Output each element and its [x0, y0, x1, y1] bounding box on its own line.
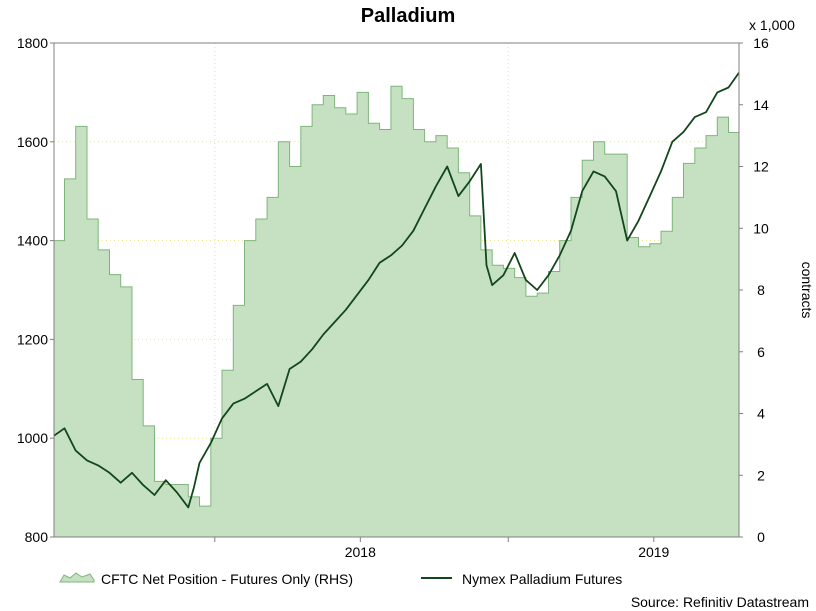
cftc-area-series [53, 85, 740, 538]
right-tick-label: 2 [757, 467, 765, 483]
left-tick-label: 1400 [17, 233, 48, 249]
chart-title: Palladium [361, 5, 455, 27]
x-tick-label: 2018 [345, 544, 376, 560]
legend-cftc-label: CFTC Net Position - Futures Only (RHS) [101, 571, 353, 587]
right-tick-label: 14 [753, 97, 769, 113]
cftc-area [53, 85, 740, 538]
legend-palladium-label: Nymex Palladium Futures [462, 571, 622, 587]
right-tick-label: 4 [757, 406, 765, 422]
right-tick-label: 10 [753, 220, 769, 236]
right-tick-label: 12 [753, 159, 769, 175]
legend-area-swatch-icon [59, 572, 95, 583]
left-axis: 800 1000 1200 1400 1600 1800 [17, 35, 54, 545]
left-tick-label: 1600 [17, 134, 48, 150]
palladium-line-series [53, 72, 740, 509]
left-tick-label: 1000 [17, 430, 48, 446]
left-tick-label: 1800 [17, 35, 48, 51]
right-tick-label: 8 [757, 282, 765, 298]
right-axis: 0 2 4 6 8 10 12 14 16 [739, 35, 769, 545]
x-tick-label: 2019 [638, 544, 669, 560]
right-axis-label: contracts [799, 262, 815, 319]
right-axis-multiplier: x 1,000 [749, 17, 795, 33]
left-tick-label: 800 [25, 529, 49, 545]
source-note: Source: Refinitiv Datastream [631, 594, 809, 610]
left-tick-label: 1200 [17, 331, 48, 347]
right-tick-label: 0 [757, 529, 765, 545]
right-tick-label: 16 [753, 35, 769, 51]
legend: CFTC Net Position - Futures Only (RHS) N… [59, 571, 622, 587]
palladium-line [53, 72, 740, 509]
x-axis: 2018 2019 [214, 537, 670, 560]
right-tick-label: 6 [757, 344, 765, 360]
